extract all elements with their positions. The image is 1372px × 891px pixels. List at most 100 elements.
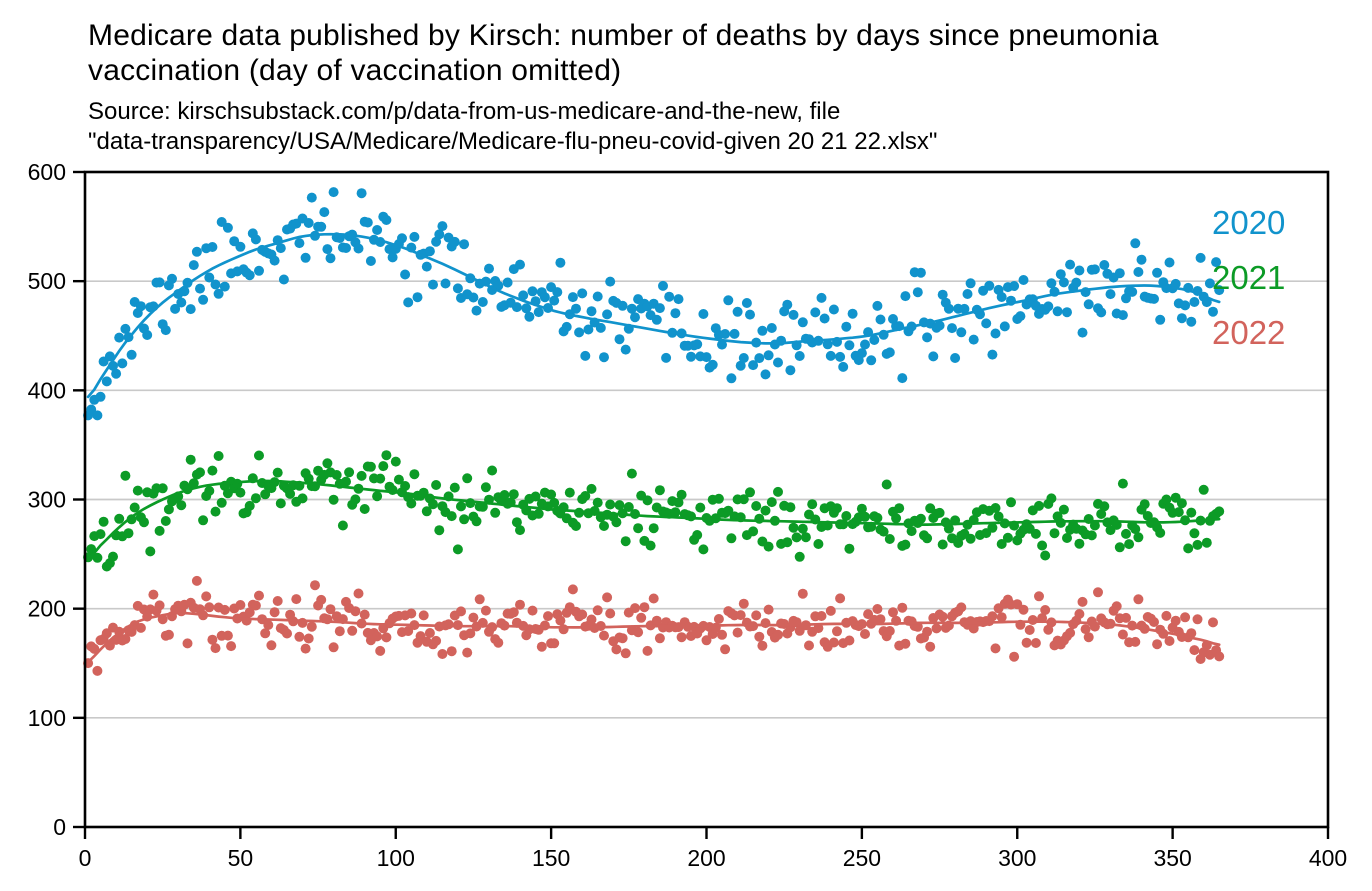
point-2021	[359, 504, 370, 514]
point-2020	[468, 292, 479, 303]
point-2020	[219, 281, 230, 292]
point-2020	[816, 292, 827, 303]
point-2021	[275, 498, 286, 509]
point-2021	[157, 483, 168, 494]
point-2020	[372, 225, 383, 235]
point-2021	[1117, 478, 1128, 489]
point-2021	[1089, 520, 1100, 531]
point-2020	[686, 351, 696, 362]
point-2020	[984, 280, 995, 291]
point-2020	[191, 246, 202, 257]
point-2022	[222, 630, 233, 641]
point-2021	[434, 525, 445, 536]
y-axis-tick-label-0: 0	[53, 814, 66, 840]
point-2020	[875, 314, 886, 325]
point-2021	[341, 476, 351, 487]
point-2020	[884, 347, 895, 358]
point-2021	[1074, 538, 1085, 549]
x-axis-tick-label-0: 0	[79, 845, 92, 871]
point-2020	[664, 291, 675, 302]
point-2021	[465, 498, 476, 509]
point-2021	[987, 522, 998, 533]
point-2022	[235, 600, 246, 610]
point-2020	[92, 410, 103, 421]
point-2021	[1121, 528, 1131, 539]
point-2022	[605, 608, 616, 619]
point-2022	[633, 627, 644, 638]
point-2022	[630, 603, 640, 614]
point-2021	[713, 493, 724, 504]
point-2021	[328, 494, 339, 505]
point-2022	[465, 628, 476, 639]
point-2021	[490, 507, 501, 518]
point-2022	[191, 575, 202, 586]
point-2022	[1093, 587, 1103, 598]
point-2020	[872, 300, 883, 311]
point-2020	[673, 294, 684, 305]
point-2021	[1186, 507, 1197, 518]
point-2021	[626, 468, 637, 479]
point-2022	[456, 606, 466, 617]
point-2022	[931, 623, 942, 634]
point-2020	[838, 361, 849, 372]
point-2020	[198, 294, 209, 305]
point-2022	[617, 633, 628, 644]
point-2020	[844, 340, 855, 351]
point-2020	[319, 207, 330, 218]
point-2022	[527, 605, 538, 616]
point-2022	[925, 641, 936, 652]
point-2021	[1062, 533, 1072, 543]
point-2020	[278, 274, 289, 285]
point-2022	[651, 615, 662, 626]
point-2021	[381, 450, 392, 461]
point-2022	[250, 600, 261, 611]
point-2021	[250, 493, 261, 504]
point-2022	[1152, 639, 1163, 650]
point-2021	[1198, 484, 1209, 495]
point-2020	[658, 280, 668, 291]
point-2021	[1049, 528, 1060, 539]
point-2021	[993, 511, 1004, 522]
point-2020	[947, 323, 957, 334]
point-2022	[804, 640, 814, 651]
point-2022	[1208, 617, 1218, 628]
point-2020	[1211, 257, 1222, 268]
point-2020	[552, 287, 563, 298]
legend-label-2021: 2021	[1212, 259, 1285, 296]
point-2020	[86, 404, 97, 415]
point-2020	[571, 303, 581, 314]
point-2020	[275, 243, 286, 254]
point-2020	[701, 352, 712, 363]
point-2020	[866, 355, 877, 366]
point-2021	[766, 497, 777, 508]
point-2020	[387, 252, 398, 263]
point-2022	[1009, 651, 1020, 662]
point-2021	[499, 490, 510, 500]
chart-title: Medicare data published by Kirsch: numbe…	[88, 18, 1288, 88]
point-2020	[1208, 306, 1218, 317]
point-2020	[773, 357, 783, 368]
point-2020	[847, 308, 858, 319]
point-2020	[943, 303, 954, 314]
point-2021	[813, 539, 824, 549]
chart-subtitle-line1: Source: kirschsubstack.com/p/data-from-u…	[88, 98, 841, 125]
point-2022	[154, 600, 165, 611]
point-2021	[623, 502, 634, 512]
point-2022	[937, 611, 948, 622]
point-2020	[630, 312, 640, 323]
point-2021	[797, 523, 808, 534]
point-2021	[350, 494, 361, 505]
point-2022	[1161, 610, 1172, 621]
point-2020	[437, 221, 448, 232]
point-2021	[1133, 532, 1144, 543]
point-2020	[897, 373, 908, 384]
trend-line-2020	[86, 232, 1221, 399]
chart-title-line1: Medicare data published by Kirsch: numbe…	[88, 19, 1159, 52]
point-2021	[1161, 494, 1172, 505]
point-2020	[176, 297, 187, 308]
point-2022	[1164, 636, 1175, 646]
point-2021	[670, 507, 681, 518]
point-2022	[244, 607, 255, 618]
point-2021	[881, 479, 892, 490]
y-axis-tick-label-300: 300	[28, 487, 66, 513]
